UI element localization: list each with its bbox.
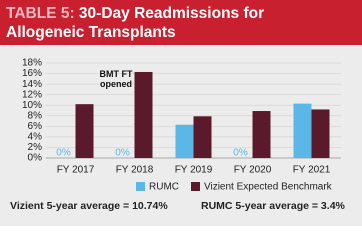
y-tick-label: 16% [22, 68, 42, 79]
bar [293, 103, 312, 158]
y-tick-label: 12% [22, 89, 42, 100]
annotation: BMT FT opened [99, 69, 133, 89]
x-tick-label: FY 2018 [116, 165, 154, 176]
legend-swatch [136, 182, 145, 191]
x-tick-label: FY 2019 [175, 165, 213, 176]
bar [175, 124, 194, 158]
y-tick-label: 0% [28, 153, 43, 164]
title-text: 30-Day Readmissions for Allogeneic Trans… [6, 5, 265, 41]
y-tick-label: 14% [22, 79, 42, 90]
x-tick-label: FY 2017 [57, 165, 95, 176]
value-label: 0% [115, 148, 130, 159]
legend-label: Vizient Expected Benchmark [204, 182, 333, 193]
chart-title: TABLE 5: 30-Day Readmissions for Allogen… [6, 4, 346, 42]
bar [311, 109, 330, 158]
note: Vizient 5-year average = 10.74% [10, 200, 168, 212]
x-tick-label: FY 2020 [234, 165, 272, 176]
legend-label: RUMC [149, 182, 179, 193]
y-tick-label: 8% [28, 110, 43, 121]
y-tick-label: 2% [28, 142, 43, 153]
value-label: 0% [56, 148, 71, 159]
y-tick-label: 6% [28, 121, 43, 132]
bar [75, 104, 94, 158]
y-tick-label: 10% [22, 100, 42, 111]
chart: TABLE 5: 30-Day Readmissions for Allogen… [0, 0, 362, 226]
legend-swatch [191, 182, 200, 191]
x-tick-label: FY 2021 [293, 165, 331, 176]
y-tick-label: 4% [28, 132, 43, 143]
header: TABLE 5: 30-Day Readmissions for Allogen… [0, 0, 362, 45]
table-label: TABLE 5: [6, 5, 75, 22]
bar [134, 71, 153, 158]
bar [193, 116, 212, 158]
value-label: 0% [233, 148, 248, 159]
bar [252, 111, 271, 158]
y-tick-label: 18% [22, 58, 42, 69]
note: RUMC 5-year average = 3.4% [201, 200, 346, 212]
